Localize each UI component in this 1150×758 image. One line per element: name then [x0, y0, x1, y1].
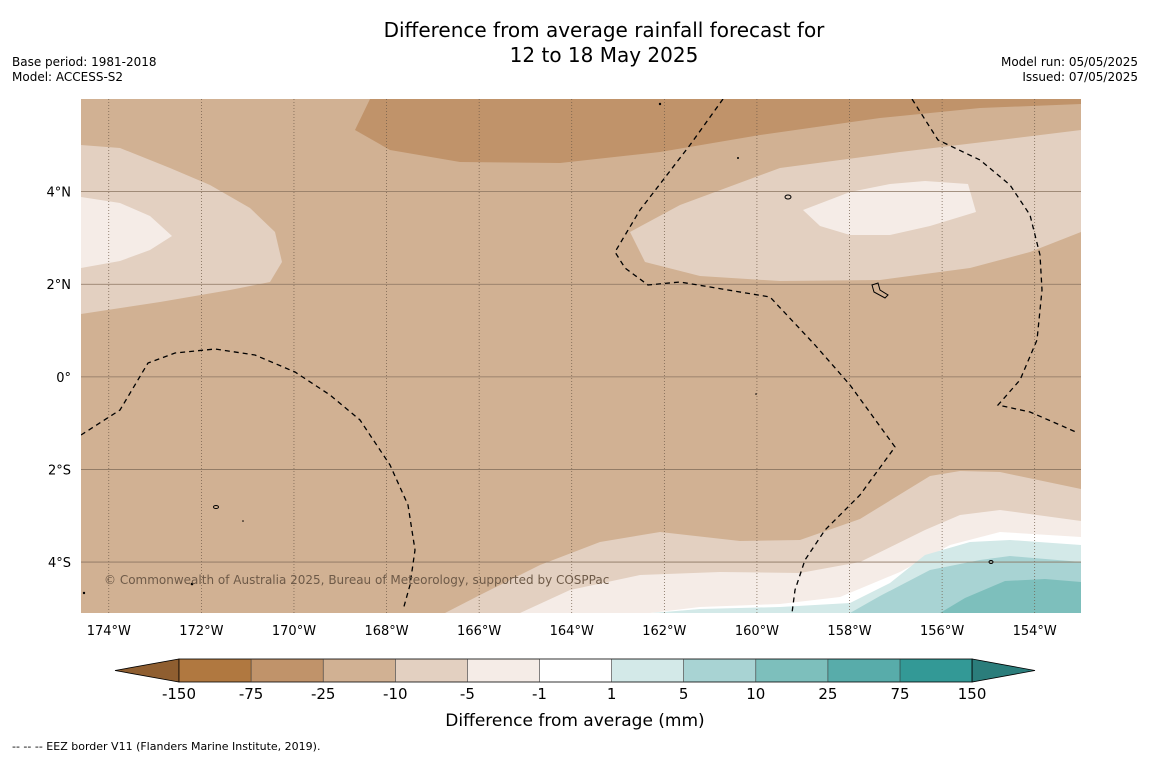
x-tick-label: 166°W	[457, 624, 501, 639]
legend-title: Difference from average (mm)	[445, 711, 704, 731]
legend-tick-label: -75	[239, 685, 264, 703]
legend-swatch	[251, 659, 324, 682]
issued-text: Issued: 07/05/2025	[1022, 70, 1138, 84]
x-tick-label: 174°W	[87, 624, 131, 639]
y-tick-label: 2°S	[48, 463, 71, 478]
x-tick-label: 156°W	[920, 624, 964, 639]
map-gridlines	[81, 99, 1081, 613]
title-line-1: Difference from average rainfall forecas…	[383, 18, 825, 42]
anomaly-band-minus10-minus5-west	[81, 145, 282, 314]
island-dots	[82, 102, 757, 595]
legend-swatch	[611, 659, 684, 682]
legend-swatch	[827, 659, 900, 682]
legend-swatch	[755, 659, 828, 682]
legend-extend-high	[971, 658, 1036, 683]
model-text: Model: ACCESS-S2	[12, 70, 124, 84]
y-tick-label: 4°S	[48, 556, 71, 571]
island-jarvis	[784, 194, 792, 200]
legend-labels: -150 -75 -25 -10 -5 -1 1 5 10 25 75 150	[162, 685, 986, 703]
eez-border-central	[614, 99, 896, 613]
x-tick-label: 162°W	[642, 624, 686, 639]
model-run-text: Model run: 05/05/2025	[1000, 55, 1138, 69]
eez-footnote: -- -- -- EEZ border V11 (Flanders Marine…	[12, 740, 321, 753]
legend-swatch	[467, 659, 540, 682]
anomaly-band-minus75-minus25	[355, 99, 1081, 163]
y-axis-labels: 4°N 2°N 0° 2°S 4°S	[47, 186, 72, 571]
x-tick-label: 164°W	[550, 624, 594, 639]
legend-swatch	[683, 659, 756, 682]
islands	[213, 194, 994, 564]
copyright-text: © Commonwealth of Australia 2025, Bureau…	[104, 573, 609, 587]
anomaly-band-plus10-plus25	[940, 579, 1081, 613]
legend-tick-label: 10	[746, 685, 765, 703]
meta-left: Base period: 1981-2018 Model: ACCESS-S2	[12, 55, 157, 85]
x-tick-label: 172°W	[179, 624, 223, 639]
anomaly-band-minus5-minus1-east	[803, 181, 976, 235]
map-plot-area: © Commonwealth of Australia 2025, Bureau…	[81, 99, 1081, 613]
island-small-east	[988, 560, 994, 564]
x-tick-label: 170°W	[272, 624, 316, 639]
map-title: Difference from average rainfall forecas…	[0, 18, 1150, 68]
legend-tick-label: -150	[162, 685, 196, 703]
island-kiritimati	[871, 282, 889, 299]
y-tick-label: 2°N	[47, 278, 72, 293]
x-tick-label: 168°W	[364, 624, 408, 639]
legend-tick-label: 1	[607, 685, 617, 703]
legend-tick-label: 75	[890, 685, 909, 703]
legend-swatch	[539, 659, 612, 682]
y-tick-label: 4°N	[47, 186, 72, 201]
eez-border-west	[81, 348, 416, 611]
legend-colorbar	[114, 658, 1036, 683]
eez-border-east	[911, 99, 1079, 434]
legend-tick-label: -25	[311, 685, 336, 703]
legend-swatch	[323, 659, 396, 682]
title-line-2: 12 to 18 May 2025	[509, 43, 699, 67]
legend-outline	[178, 658, 973, 683]
x-tick-label: 158°W	[827, 624, 871, 639]
legend-tick-label: -1	[532, 685, 547, 703]
legend-tick-label: 25	[818, 685, 837, 703]
x-tick-label: 160°W	[735, 624, 779, 639]
meta-right: Model run: 05/05/2025 Issued: 07/05/2025	[1001, 55, 1138, 85]
x-axis-labels: 174°W 172°W 170°W 168°W 166°W 164°W 162°W 160°W…	[87, 624, 1057, 639]
anomaly-band-minus5-minus1-west	[81, 197, 172, 268]
y-tick-label: 0°	[56, 371, 71, 386]
legend-swatch	[179, 659, 252, 682]
base-period-text: Base period: 1981-2018	[12, 55, 157, 69]
legend-tick-label: 150	[958, 685, 987, 703]
legend-tick-label: -10	[383, 685, 408, 703]
eez-borders	[81, 99, 1079, 613]
legend-tick-label: 5	[679, 685, 689, 703]
legend-extend-low	[114, 658, 180, 683]
legend-swatch	[395, 659, 468, 682]
x-tick-label: 154°W	[1013, 624, 1057, 639]
legend-swatch	[900, 659, 973, 682]
island-small-west	[213, 505, 219, 509]
legend-tick-label: -5	[460, 685, 475, 703]
